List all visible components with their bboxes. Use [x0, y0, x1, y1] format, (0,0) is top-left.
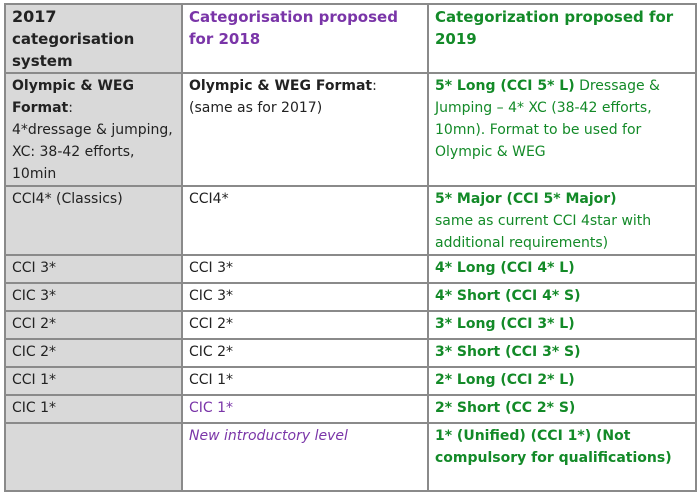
table-row: CIC 1* CIC 1* 2* Short (CC 2* S) — [4, 394, 697, 424]
cell-2017: Olympic & WEG Format: 4*dressage & jumpin… — [4, 72, 183, 187]
cell-2018: New introductory level — [181, 422, 429, 492]
cell-2019: 3* Long (CCI 3* L) — [427, 310, 697, 340]
cell-2018: CIC 1* — [181, 394, 429, 424]
categorisation-table: 2017 categorisation system Categorisation… — [4, 3, 697, 492]
table-row: CCI 3* CCI 3* 4* Long (CCI 4* L) — [4, 254, 697, 284]
cell-2019: 4* Short (CCI 4* S) — [427, 282, 697, 312]
cell-bold: 5* Major (CCI 5* Major) — [435, 191, 617, 207]
cell-2017: CIC 3* — [4, 282, 183, 312]
cell-2018: CCI 3* — [181, 254, 429, 284]
cell-2018: CIC 2* — [181, 338, 429, 368]
header-year: 2017 — [12, 7, 57, 26]
cell-bold: 5* Long (CCI 5* L) — [435, 78, 575, 94]
cell-2019: 1* (Unified) (CCI 1*) (Not compulsory fo… — [427, 422, 697, 492]
table-row: CIC 2* CIC 2* 3* Short (CCI 3* S) — [4, 338, 697, 368]
cell-2018: CCI 1* — [181, 366, 429, 396]
cell-2017: CCI 3* — [4, 254, 183, 284]
cell-2017: CIC 2* — [4, 338, 183, 368]
cell-2019: 2* Long (CCI 2* L) — [427, 366, 697, 396]
table-row: CIC 3* CIC 3* 4* Short (CCI 4* S) — [4, 282, 697, 312]
cell-2019: 3* Short (CCI 3* S) — [427, 338, 697, 368]
header-row: 2017 categorisation system Categorisation… — [4, 3, 697, 74]
cell-2017: CCI 1* — [4, 366, 183, 396]
cell-detail: 4*dressage & jumping, XC: 38-42 efforts,… — [12, 122, 173, 182]
cell-2019: 2* Short (CC 2* S) — [427, 394, 697, 424]
cell-2019: 5* Long (CCI 5* L) Dressage & Jumping – … — [427, 72, 697, 187]
cell-2017: CIC 1* — [4, 394, 183, 424]
cell-bold: Olympic & WEG Format — [12, 78, 134, 116]
cell-2018: Olympic & WEG Format: (same as for 2017) — [181, 72, 429, 187]
cell-2018: CCI4* — [181, 185, 429, 256]
cell-bold: Olympic & WEG Format — [189, 78, 373, 94]
table-row: CCI 2* CCI 2* 3* Long (CCI 3* L) — [4, 310, 697, 340]
cell-2017: CCI 2* — [4, 310, 183, 340]
cell-colon: : — [372, 78, 377, 94]
cell-2017 — [4, 422, 183, 492]
cell-2019: 4* Long (CCI 4* L) — [427, 254, 697, 284]
cell-2018: CCI 2* — [181, 310, 429, 340]
table-row: CCI4* (Classics) CCI4* 5* Major (CCI 5* … — [4, 185, 697, 256]
header-2017-label: categorisation system — [12, 30, 135, 70]
header-2017: 2017 categorisation system — [4, 3, 183, 74]
header-2018: Categorisation proposed for 2018 — [181, 3, 429, 74]
cell-detail: Dressage & Jumping – 4* XC (38-42 effort… — [435, 78, 660, 160]
cell-2017: CCI4* (Classics) — [4, 185, 183, 256]
cell-detail: (same as for 2017) — [189, 100, 323, 116]
header-2019: Categorization proposed for 2019 — [427, 3, 697, 74]
table-row: CCI 1* CCI 1* 2* Long (CCI 2* L) — [4, 366, 697, 396]
cell-2019: 5* Major (CCI 5* Major) same as current C… — [427, 185, 697, 256]
table-row: New introductory level 1* (Unified) (CCI … — [4, 422, 697, 492]
cell-colon: : — [68, 100, 73, 116]
cell-detail: same as current CCI 4star with additiona… — [435, 213, 652, 251]
cell-2018: CIC 3* — [181, 282, 429, 312]
table-row: Olympic & WEG Format: 4*dressage & jumpin… — [4, 72, 697, 187]
